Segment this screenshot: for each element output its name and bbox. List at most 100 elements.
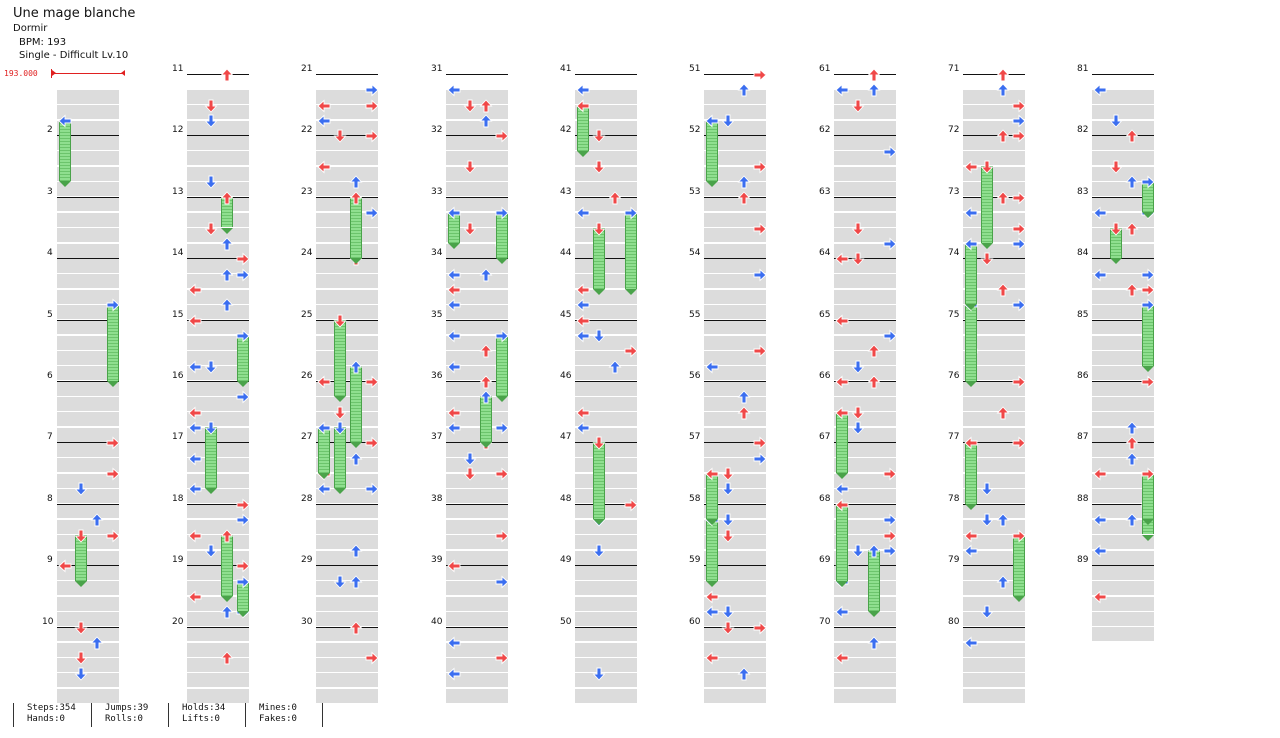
measure-barline [187,258,249,260]
beat-strip [187,197,249,211]
beat-strip [316,643,378,657]
right-arrow-icon [1012,374,1026,389]
beat-strip [1092,443,1154,457]
beat-strip [704,397,766,411]
down-arrow-icon [592,128,606,144]
beat-strip [1092,274,1154,288]
beat-strip [704,151,766,165]
beat-strip [187,689,249,703]
measure-barline [187,565,249,567]
hold-body [205,427,217,489]
measure-number: 8 [47,493,53,504]
beat-strip [316,244,378,258]
down-arrow-icon [204,420,218,435]
song-title: Une mage blanche [13,6,136,21]
measure-barline [1092,196,1154,198]
measure-number: 19 [172,555,184,566]
down-arrow-icon [1109,113,1123,128]
beat-strip [1092,213,1154,227]
beat-strip [187,551,249,565]
up-arrow-icon [996,405,1010,420]
left-arrow-icon [1093,543,1107,558]
measure-number: 74 [948,248,960,259]
beat-strip [57,351,119,365]
beat-strip [57,274,119,288]
beat-strip [834,182,896,196]
measure-barline [187,381,249,382]
hold-tail [706,181,718,188]
beat-strip [575,136,637,150]
measure-number: 27 [301,432,313,443]
beat-strip [575,428,637,442]
beat-strip [834,105,896,119]
measure-barline [963,442,1025,444]
measure-barline [57,503,119,505]
measure-barline [1092,74,1154,75]
hold-tail [205,488,217,495]
measure-barline [57,319,119,321]
measure-barline [187,196,249,198]
beat-strip [704,290,766,304]
hold-body [350,196,362,259]
beat-strip [1092,520,1154,534]
beat-strip [446,627,508,641]
measure-number: 87 [1077,432,1089,443]
beat-strip [963,105,1025,119]
beat-strip [834,443,896,457]
beat-strip [187,90,249,104]
beat-strip [446,290,508,304]
beat-strip [57,504,119,518]
beat-strip [575,366,637,380]
right-arrow-icon [1012,236,1026,251]
left-arrow-icon [447,558,461,573]
beat-strip [446,228,508,242]
left-arrow-icon [835,405,849,420]
left-arrow-icon [964,635,978,650]
beat-strip [963,504,1025,518]
measure-barline [57,442,119,444]
measure-number: 68 [819,493,831,504]
right-arrow-icon [365,435,379,450]
beat-strip [446,412,508,426]
measure-number: 69 [819,555,831,566]
beat-strip [316,673,378,687]
measure-number: 70 [819,616,831,627]
beat-strip [704,458,766,472]
down-arrow-icon [592,666,606,681]
beat-strip [575,566,637,580]
beat-strip [963,136,1025,150]
left-arrow-icon [188,313,202,328]
hold-body [480,396,492,443]
beat-strip [187,489,249,503]
measure-barline [446,74,508,75]
hold-tail [593,519,605,526]
up-arrow-icon [737,190,751,205]
hold-body [868,549,880,612]
beat-strip [575,397,637,411]
up-arrow-icon [220,236,234,251]
beat-strip [316,581,378,595]
hold-body [237,580,249,612]
beat-strip [963,658,1025,672]
hold-body [221,196,233,228]
stat-rolls: Rolls:0 [105,714,143,724]
measure-number: 25 [301,309,313,320]
left-arrow-icon [447,82,461,97]
hold-tail [577,150,589,157]
song-difficulty: Single - Difficult Lv.10 [19,50,129,61]
up-arrow-icon [1125,282,1139,297]
left-arrow-icon [188,405,202,420]
beat-strip [575,581,637,595]
beat-strip [446,151,508,165]
beat-strip [57,228,119,242]
measure-barline [1092,381,1154,382]
beat-strip [187,305,249,319]
measure-number: 35 [431,309,443,320]
hold-body [965,304,977,381]
measure-barline [575,135,637,137]
beat-strip [575,551,637,565]
hold-body [107,304,119,381]
beat-strip [316,520,378,534]
right-arrow-icon [236,574,250,589]
beat-strip [834,689,896,703]
